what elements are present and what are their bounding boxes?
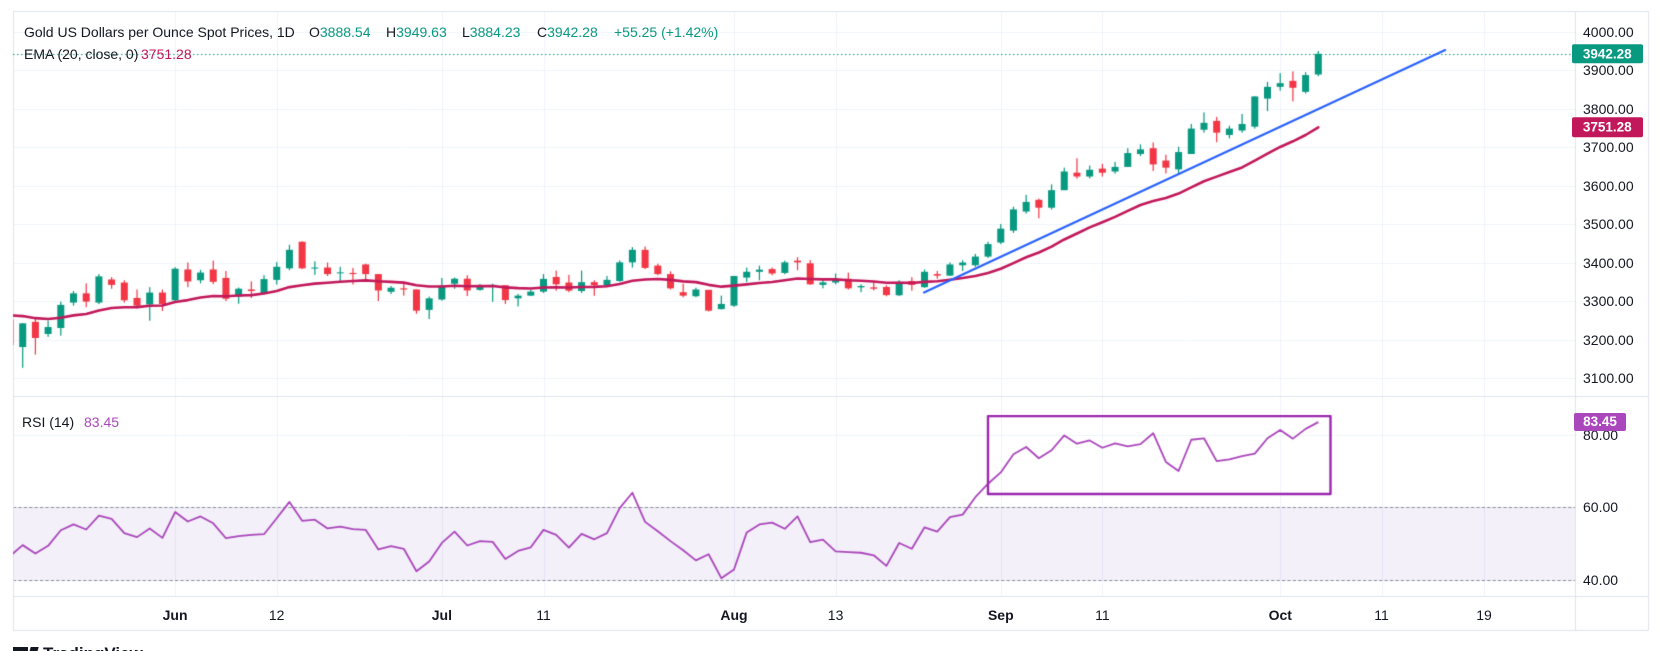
time-axis-label[interactable]: Jul	[431, 607, 453, 623]
price-axis-label[interactable]: 4000.00	[1583, 23, 1634, 40]
time-axis-label[interactable]: 11	[1095, 607, 1110, 623]
price-axis-label[interactable]: 3300.00	[1583, 293, 1634, 310]
price-change: +55.25 (+1.42%)	[614, 24, 719, 40]
time-axis-label[interactable]: Sep	[987, 607, 1014, 623]
time-axis-label[interactable]: Oct	[1268, 607, 1292, 623]
price-axis-label[interactable]: 3500.00	[1583, 216, 1634, 233]
rsi-legend[interactable]: RSI (14) 83.45	[22, 414, 119, 430]
rsi-legend-value: 83.45	[84, 414, 120, 430]
ema-value-badge: 3751.28	[1571, 117, 1643, 138]
rsi-value-badge: 83.45	[1574, 413, 1626, 432]
tradingview-logo-icon	[13, 647, 39, 651]
price-axis-label[interactable]: 3600.00	[1583, 177, 1634, 194]
rsi-legend-name: RSI (14)	[22, 414, 75, 430]
rsi-axis-label[interactable]: 40.00	[1583, 572, 1619, 588]
time-axis-label[interactable]: Aug	[720, 607, 748, 623]
rsi-axis-label[interactable]: 60.00	[1583, 499, 1619, 516]
last-price-badge: 3942.28	[1571, 44, 1643, 64]
ema-legend[interactable]: EMA (20, close, 0) 3751.28	[24, 46, 192, 62]
price-axis-label[interactable]: 3700.00	[1583, 139, 1634, 156]
price-axis-label[interactable]: 3900.00	[1583, 62, 1634, 79]
time-axis-label[interactable]: 11	[1374, 607, 1389, 623]
tradingview-logo-text: TradingView	[43, 644, 143, 651]
symbol-title[interactable]: Gold US Dollars per Ounce Spot Prices, 1…	[24, 24, 295, 40]
price-axis-label[interactable]: 3400.00	[1583, 254, 1634, 271]
time-axis-label[interactable]: 11	[536, 607, 551, 623]
ema-legend-name: EMA (20, close, 0)	[24, 46, 139, 62]
price-axis-label[interactable]: 3200.00	[1583, 331, 1634, 348]
time-axis-label[interactable]: 19	[1476, 607, 1492, 623]
price-axis-label[interactable]: 3100.00	[1583, 370, 1634, 387]
time-axis-label[interactable]: 13	[827, 607, 844, 623]
price-axis-label[interactable]: 3800.00	[1583, 100, 1634, 117]
ohlc-low: L3884.23	[462, 24, 521, 40]
ohlc-close: C3942.28	[537, 24, 598, 40]
tradingview-logo[interactable]: TradingView	[13, 644, 213, 651]
interval-label[interactable]: 1D	[276, 24, 295, 40]
ema-legend-value: 3751.28	[141, 46, 192, 62]
ohlc-high: H3949.63	[386, 24, 447, 40]
time-axis-label[interactable]: Jun	[162, 607, 188, 623]
time-axis-label[interactable]: 12	[268, 607, 285, 623]
ohlc-open: O3888.54	[309, 24, 371, 40]
